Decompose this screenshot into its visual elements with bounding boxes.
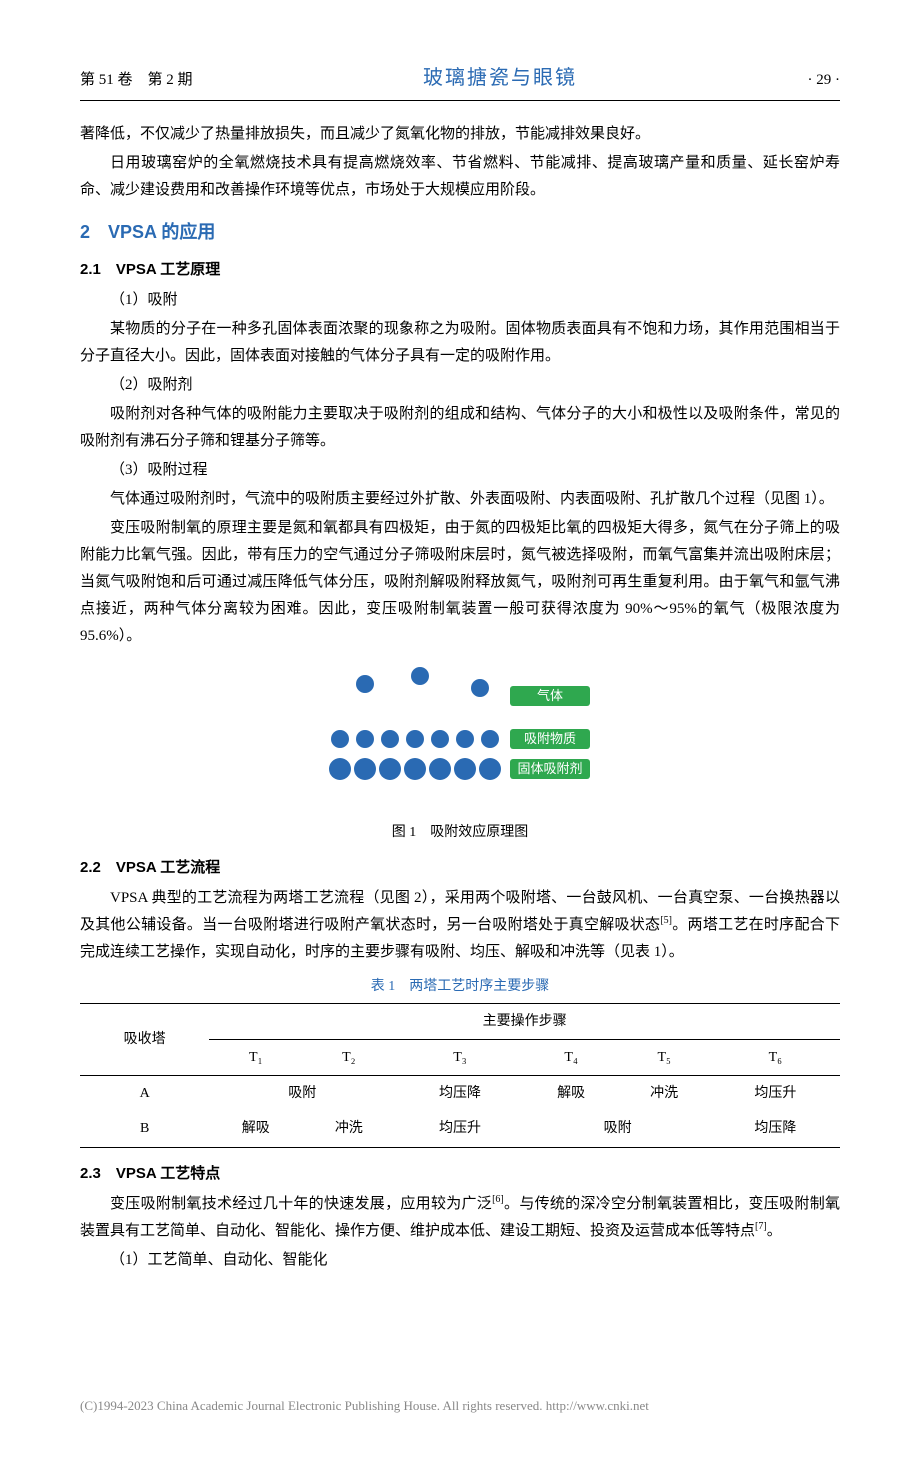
th-steps-group: 主要操作步骤 <box>209 1003 840 1039</box>
th-tower: 吸收塔 <box>80 1003 209 1075</box>
row-b-c1: 解吸 <box>209 1111 302 1147</box>
figure-1-caption: 图 1 吸附效应原理图 <box>80 820 840 845</box>
label-adsorbate: 吸附物质 <box>524 731 576 746</box>
item-2-text: 吸附剂对各种气体的吸附能力主要取决于吸附剂的组成和结构、气体分子的大小和极性以及… <box>80 401 840 455</box>
item-2-heading: （2）吸附剂 <box>80 372 840 399</box>
principle-paragraph: 变压吸附制氧的原理主要是氮和氧都具有四极矩，由于氮的四极矩比氧的四极矩大得多，氮… <box>80 515 840 650</box>
table-1: 吸收塔 主要操作步骤 T₁ T₂ T₃ T₄ T₅ T₆ A 吸附 均压降 解吸… <box>80 1003 840 1148</box>
adsorption-diagram: 气体 吸附物质 固体吸附剂 <box>310 664 610 814</box>
section-2-title: 2 VPSA 的应用 <box>80 216 840 248</box>
row-b-c3: 均压升 <box>395 1111 524 1147</box>
th-t1: T₁ <box>209 1039 302 1075</box>
th-t6: T₆ <box>711 1039 840 1075</box>
th-t2: T₂ <box>302 1039 395 1075</box>
ref-5: [5] <box>660 915 672 926</box>
feature-item-1: （1）工艺简单、自动化、智能化 <box>80 1247 840 1274</box>
item-3-text: 气体通过吸附剂时，气流中的吸附质主要经过外扩散、外表面吸附、内表面吸附、孔扩散几… <box>80 486 840 513</box>
paragraph-fulloxy: 日用玻璃窑炉的全氧燃烧技术具有提高燃烧效率、节省燃料、节能减排、提高玻璃产量和质… <box>80 150 840 204</box>
row-a-c6: 均压升 <box>711 1076 840 1112</box>
row-a-c4: 解吸 <box>525 1076 618 1112</box>
journal-title: 玻璃搪瓷与眼镜 <box>423 60 577 96</box>
section-2-1-title: 2.1 VPSA 工艺原理 <box>80 256 840 283</box>
item-3-heading: （3）吸附过程 <box>80 457 840 484</box>
copyright-footer: (C)1994-2023 China Academic Journal Elec… <box>80 1394 840 1417</box>
row-a-label: A <box>80 1076 209 1112</box>
th-t5: T₅ <box>618 1039 711 1075</box>
row-a-c3: 均压降 <box>395 1076 524 1112</box>
label-gas: 气体 <box>537 688 563 703</box>
figure-1: 气体 吸附物质 固体吸附剂 图 1 吸附效应原理图 <box>80 664 840 845</box>
row-b-c6: 均压降 <box>711 1111 840 1147</box>
table-1-caption: 表 1 两塔工艺时序主要步骤 <box>80 974 840 999</box>
item-1-text: 某物质的分子在一种多孔固体表面浓聚的现象称之为吸附。固体物质表面具有不饱和力场，… <box>80 316 840 370</box>
row-a-c5: 冲洗 <box>618 1076 711 1112</box>
features-paragraph: 变压吸附制氧技术经过几十年的快速发展，应用较为广泛[6]。与传统的深冷空分制氧装… <box>80 1191 840 1245</box>
label-adsorbent: 固体吸附剂 <box>517 761 582 776</box>
page-number: · 29 · <box>807 67 840 94</box>
row-b-label: B <box>80 1111 209 1147</box>
row-a-c12: 吸附 <box>209 1076 395 1112</box>
row-b-c45: 吸附 <box>525 1111 711 1147</box>
page-header: 第 51 卷 第 2 期 玻璃搪瓷与眼镜 · 29 · <box>80 60 840 101</box>
section-2-2-title: 2.2 VPSA 工艺流程 <box>80 854 840 881</box>
ref-6: [6] <box>492 1194 504 1205</box>
flow-paragraph: VPSA 典型的工艺流程为两塔工艺流程（见图 2），采用两个吸附塔、一台鼓风机、… <box>80 885 840 966</box>
th-t4: T₄ <box>525 1039 618 1075</box>
row-b-c2: 冲洗 <box>302 1111 395 1147</box>
th-t3: T₃ <box>395 1039 524 1075</box>
header-volume-issue: 第 51 卷 第 2 期 <box>80 67 193 94</box>
ref-7: [7] <box>755 1221 767 1232</box>
item-1-heading: （1）吸附 <box>80 287 840 314</box>
section-2-3-title: 2.3 VPSA 工艺特点 <box>80 1160 840 1187</box>
continued-paragraph: 著降低，不仅减少了热量排放损失，而且减少了氮氧化物的排放，节能减排效果良好。 <box>80 121 840 148</box>
